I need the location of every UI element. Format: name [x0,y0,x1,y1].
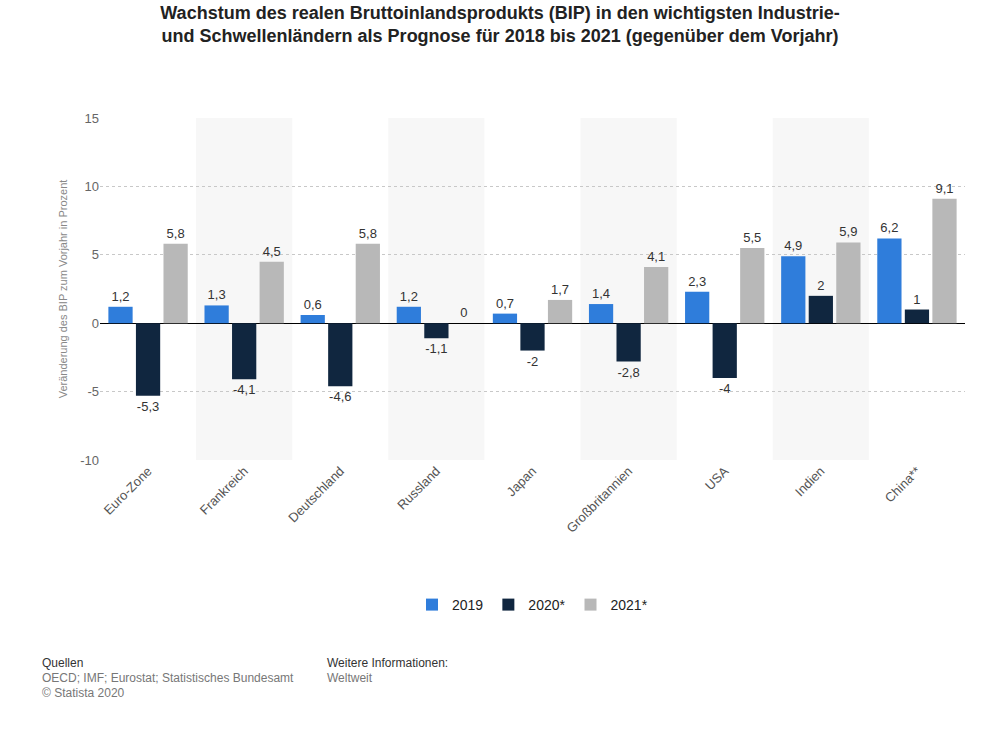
svg-text:-4,1: -4,1 [233,382,255,397]
svg-text:2: 2 [817,278,824,293]
svg-text:2020*: 2020* [528,597,565,613]
svg-text:1,4: 1,4 [592,286,610,301]
svg-text:-4: -4 [719,381,731,396]
svg-text:15: 15 [85,111,99,126]
svg-text:1,2: 1,2 [400,289,418,304]
svg-text:OECD; IMF; Eurostat; Statistis: OECD; IMF; Eurostat; Statistisches Bunde… [42,671,294,685]
svg-text:0,6: 0,6 [304,297,322,312]
svg-text:-10: -10 [80,453,99,468]
svg-text:4,9: 4,9 [784,238,802,253]
svg-text:2019: 2019 [452,597,483,613]
svg-text:Indien: Indien [792,464,828,500]
svg-text:2021*: 2021* [611,597,648,613]
svg-text:1: 1 [913,292,920,307]
svg-text:1,2: 1,2 [111,289,129,304]
svg-text:-2,8: -2,8 [617,365,639,380]
svg-text:0,7: 0,7 [496,296,514,311]
svg-text:Veränderung des BIP zum Vorjah: Veränderung des BIP zum Vorjahr in Proze… [57,180,69,399]
svg-text:-5: -5 [87,384,99,399]
svg-text:4,5: 4,5 [263,244,281,259]
svg-text:4,1: 4,1 [647,249,665,264]
svg-text:Japan: Japan [504,464,540,500]
svg-text:5: 5 [92,247,99,262]
svg-text:Deutschland: Deutschland [285,464,347,526]
svg-text:-5,3: -5,3 [137,399,159,414]
svg-text:© Statista 2020: © Statista 2020 [42,686,125,700]
svg-text:1,7: 1,7 [551,282,569,297]
svg-text:1,3: 1,3 [208,287,226,302]
svg-text:Wachstum des realen Bruttoinla: Wachstum des realen Bruttoinlandsprodukt… [160,3,839,46]
svg-text:6,2: 6,2 [880,220,898,235]
svg-text:5,8: 5,8 [359,226,377,241]
svg-text:2,3: 2,3 [688,274,706,289]
svg-text:Euro-Zone: Euro-Zone [101,464,155,518]
svg-text:0: 0 [460,305,467,320]
svg-text:5,9: 5,9 [839,224,857,239]
svg-text:Weltweit: Weltweit [327,671,373,685]
svg-text:10: 10 [85,179,99,194]
svg-text:0: 0 [92,316,99,331]
svg-text:Frankreich: Frankreich [197,464,251,518]
svg-text:5,5: 5,5 [743,230,761,245]
svg-text:-4,6: -4,6 [329,389,351,404]
svg-text:China**: China** [882,464,924,506]
svg-text:5,8: 5,8 [167,226,185,241]
svg-text:-2: -2 [527,354,539,369]
svg-text:Großbritannien: Großbritannien [563,464,635,536]
svg-text:Russland: Russland [394,464,443,513]
svg-text:Weitere Informationen:: Weitere Informationen: [327,656,448,670]
svg-text:Quellen: Quellen [42,656,83,670]
svg-text:USA: USA [702,463,732,493]
svg-text:-1,1: -1,1 [425,341,447,356]
svg-text:9,1: 9,1 [935,181,953,196]
